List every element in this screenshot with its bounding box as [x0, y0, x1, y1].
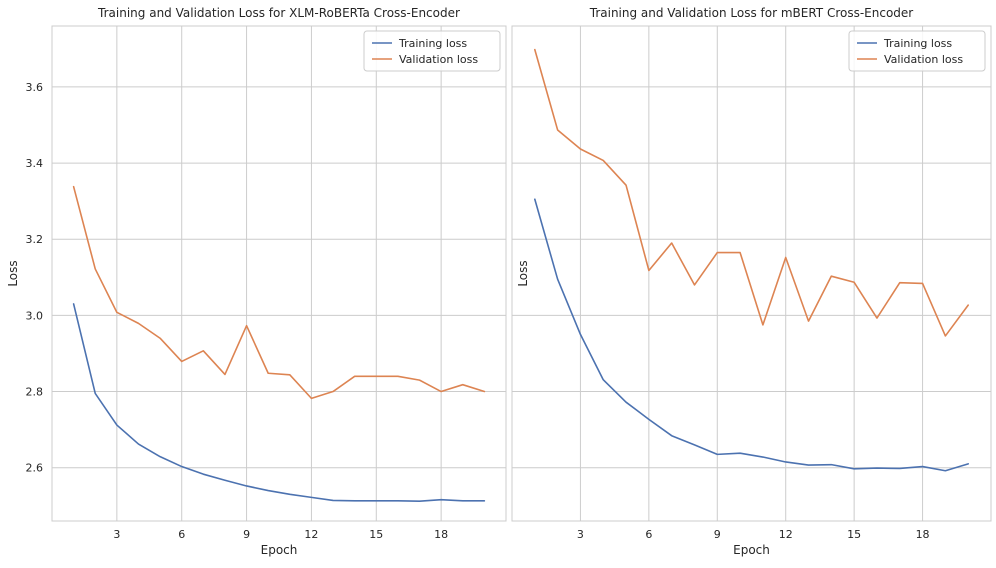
- chart-title: Training and Validation Loss for XLM-RoB…: [97, 6, 460, 20]
- y-tick-label: 2.8: [26, 386, 44, 399]
- legend-entry: Training loss: [883, 37, 952, 50]
- x-tick-label: 12: [779, 528, 793, 541]
- series-line-training-loss: [534, 198, 969, 472]
- legend: Training loss Validation loss: [363, 30, 501, 72]
- y-tick-label: 3.2: [26, 233, 44, 246]
- legend: Training loss Validation loss: [848, 30, 986, 72]
- x-axis-label: Epoch: [733, 543, 770, 557]
- axes-frame: [511, 25, 992, 522]
- y-axis-label: Loss: [6, 260, 20, 286]
- axes-frame: [51, 25, 507, 522]
- x-tick-label: 9: [243, 528, 250, 541]
- y-tick-label: 3.6: [26, 81, 44, 94]
- legend-entry: Training loss: [398, 37, 467, 50]
- x-tick-label: 18: [434, 528, 448, 541]
- x-tick-label: 6: [178, 528, 185, 541]
- series-line-training-loss: [72, 303, 486, 503]
- legend-box: [363, 30, 501, 72]
- chart-panel-2: 3 6 9 12 15 18 Training and Validation Loss fo…: [511, 6, 992, 557]
- legend-box: [848, 30, 986, 72]
- series-line-validation-loss: [72, 185, 486, 400]
- x-axis-label: Epoch: [261, 543, 298, 557]
- y-axis-label: Loss: [516, 260, 530, 286]
- x-tick-label: 15: [847, 528, 861, 541]
- legend-entry: Validation loss: [884, 53, 963, 66]
- series-line-validation-loss: [534, 48, 969, 337]
- chart-panel-1: 3 6 9 12 15 18 2.6 2.8 3.0 3.2 3.4 3.6 Training and …: [6, 6, 507, 557]
- y-tick-label: 2.6: [26, 462, 44, 475]
- y-tick-label: 3.4: [26, 157, 44, 170]
- x-tick-label: 18: [916, 528, 930, 541]
- chart-title: Training and Validation Loss for mBERT C…: [589, 6, 914, 20]
- y-tick-label: 3.0: [26, 309, 44, 322]
- x-tick-label: 3: [577, 528, 584, 541]
- legend-entry: Validation loss: [399, 53, 478, 66]
- x-tick-label: 15: [369, 528, 383, 541]
- x-tick-label: 12: [304, 528, 318, 541]
- x-tick-label: 3: [113, 528, 120, 541]
- x-tick-label: 6: [645, 528, 652, 541]
- x-tick-label: 9: [714, 528, 721, 541]
